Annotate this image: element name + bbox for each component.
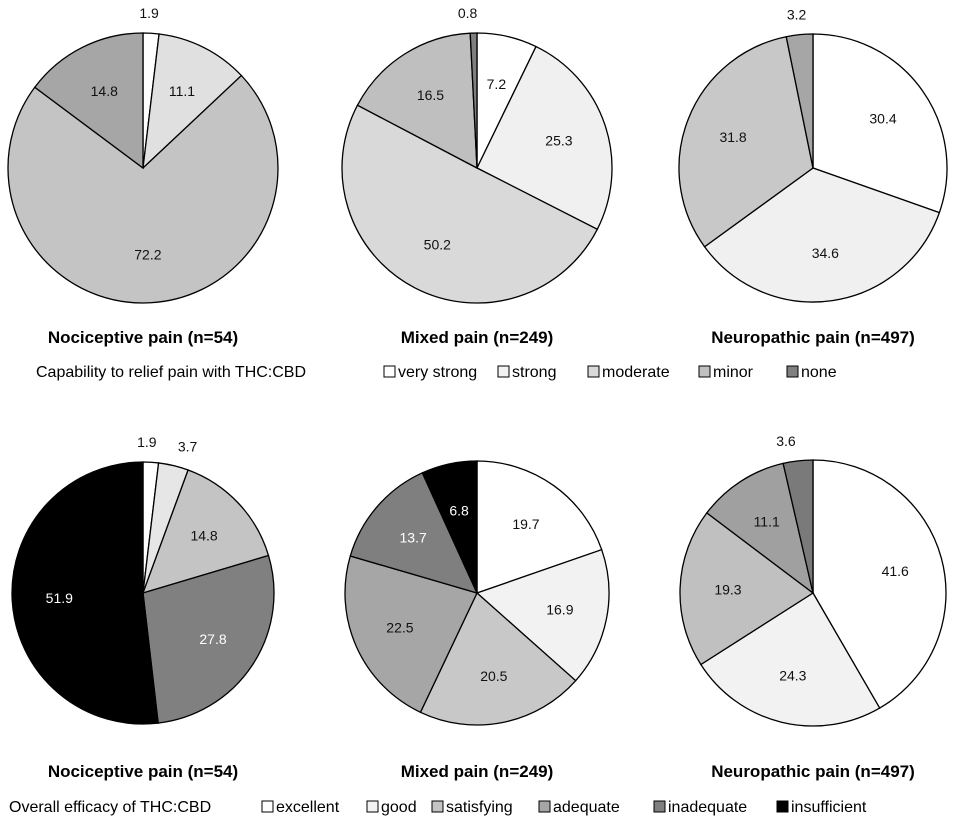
slice-label-good: 3.7 [178,439,198,455]
chart-title-neuropathic-capability: Neuropathic pain (n=497) [711,328,915,347]
legend-label-good: good [381,799,417,816]
slice-label-strong: 34.6 [812,245,839,261]
slice-label-insufficient: 6.8 [449,502,469,518]
slice-label-very-strong: 30.4 [869,110,896,126]
chart-title-mixed-efficacy: Mixed pain (n=249) [401,762,554,781]
legend-swatch-adequate [538,800,551,813]
pie-slice-insufficient [11,461,159,725]
slice-label-none: 3.2 [787,7,807,23]
slice-label-moderate: 72.2 [134,246,161,262]
pie-slice-moderate [341,104,599,304]
legend-swatch-excellent [261,800,274,813]
slice-label-minor: 14.8 [91,83,118,99]
legend-swatch-very-strong [383,365,396,378]
legend-swatch-inadequate [653,800,666,813]
pie-slice-inadequate [349,471,479,595]
pie-slice-adequate [344,555,478,714]
slice-label-inadequate: 11.1 [754,514,780,530]
legend-label-satisfying: satisfying [446,799,513,816]
slice-label-good: 24.3 [779,668,806,684]
legend-label-insufficient: insufficient [791,799,867,816]
pie-chart-neuropathic-capability: 30.4 34.6 31.8 3.2 [678,7,948,303]
pie-slice-strong [142,33,243,170]
pie-slice-strong [703,167,941,303]
pie-slice-moderate [7,74,279,304]
slice-label-satisfying: 20.5 [480,668,507,684]
pie-slice-adequate [142,554,275,724]
pie-slice-inadequate [705,462,815,595]
legend-title: Overall efficacy of THC:CBD [9,799,211,816]
legend-swatch-moderate [587,365,600,378]
pie-slice-adequate [679,511,815,666]
slice-label-excellent: 1.9 [137,434,157,450]
legend-label-very-strong: very strong [398,364,477,381]
slice-label-adequate: 27.8 [199,631,226,647]
pie-slice-satisfying [419,591,577,726]
slice-label-adequate: 19.3 [714,582,741,598]
legend-swatch-none [786,365,799,378]
pie-chart-mixed-efficacy: 19.7 16.9 20.5 22.5 13.7 6.8 [344,460,610,726]
slice-label-minor: 16.5 [417,87,444,103]
slice-label-insufficient: 51.9 [46,590,73,606]
pie-slice-none [785,33,814,169]
chart-title-nociceptive-capability: Nociceptive pain (n=54) [48,328,238,347]
chart-title-neuropathic-efficacy: Neuropathic pain (n=497) [711,762,915,781]
pie-slice-minor [33,32,144,170]
pie-slice-minor [356,32,478,170]
pie-slice-insufficient [782,459,814,594]
legend-label-inadequate: inadequate [668,799,747,816]
legend-label-moderate: moderate [602,364,670,381]
legend-swatch-strong [497,365,510,378]
slice-label-strong: 11.1 [169,83,195,99]
slice-label-excellent: 41.6 [882,563,909,579]
pie-slice-satisfying [141,469,270,594]
legend-label-adequate: adequate [553,799,620,816]
legend-swatch-insufficient [776,800,789,813]
chart-title-nociceptive-efficacy: Nociceptive pain (n=54) [48,762,238,781]
pie-chart-mixed-capability: 7.2 25.3 50.2 16.5 0.8 [341,5,613,304]
chart-title-mixed-capability: Mixed pain (n=249) [401,328,554,347]
legend-label-excellent: excellent [276,799,340,816]
legend-capability: Capability to relief pain with THC:CBD ve… [36,364,837,381]
slice-label-insufficient: 3.6 [776,433,796,449]
slice-label-good: 16.9 [546,601,573,617]
slice-label-strong: 25.3 [545,133,572,149]
pie-slice-minor [678,35,814,248]
pie-slice-insufficient [421,460,478,594]
legend-efficacy: Overall efficacy of THC:CBD excellent good… [9,799,867,816]
legend-label-none: none [801,364,837,381]
pie-chart-neuropathic-efficacy: 41.6 24.3 19.3 11.1 3.6 [679,433,947,727]
slice-label-satisfying: 14.8 [190,528,217,544]
slice-label-none: 0.8 [458,5,478,21]
pie-chart-nociceptive-efficacy: 1.9 3.7 14.8 27.8 51.9 [11,434,275,725]
legend-swatch-minor [698,365,711,378]
slice-label-inadequate: 13.7 [400,530,427,546]
pie-slice-none [469,32,478,169]
legend-swatch-satisfying [431,800,444,813]
slice-label-very-strong: 7.2 [487,76,507,92]
pie-slice-strong [476,45,613,231]
legend-label-strong: strong [512,364,556,381]
legend-label-minor: minor [713,364,754,381]
slice-label-minor: 31.8 [719,129,746,145]
slice-label-excellent: 19.7 [512,516,539,532]
pie-slice-good [475,548,610,682]
slice-label-moderate: 50.2 [424,237,451,253]
slice-label-very-strong: 1.9 [139,5,159,21]
pie-slice-very-strong [812,33,948,214]
legend-title: Capability to relief pain with THC:CBD [36,364,306,381]
pie-slice-good [699,592,881,727]
pie-slice-excellent [812,459,947,709]
pie-chart-nociceptive-capability: 1.9 11.1 72.2 14.8 [7,5,279,304]
legend-swatch-good [366,800,379,813]
slice-label-adequate: 22.5 [386,620,413,636]
